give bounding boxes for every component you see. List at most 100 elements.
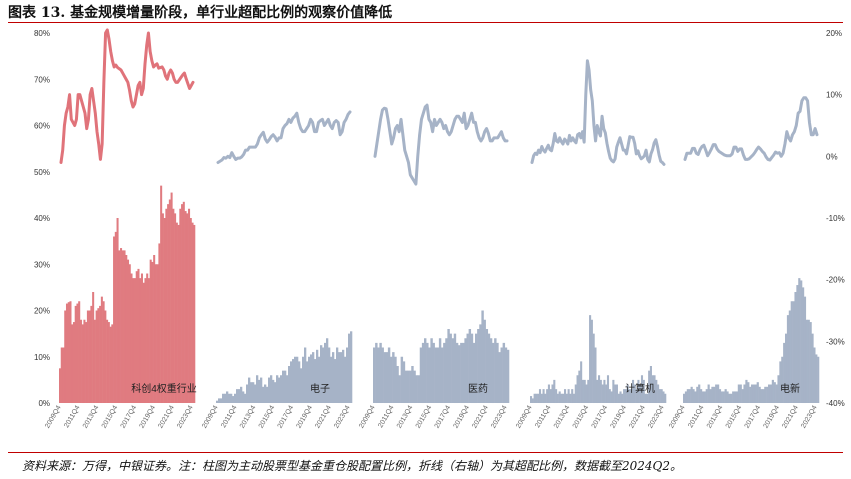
bar	[175, 222, 178, 404]
bar	[106, 319, 109, 403]
bar	[544, 393, 547, 403]
bar	[72, 322, 75, 403]
bar	[172, 208, 175, 403]
bar	[375, 342, 378, 404]
bar	[734, 391, 737, 403]
bar	[683, 393, 686, 403]
right-axis-tick-label: 10%	[826, 91, 842, 100]
x-tick-label: 2021Q4	[781, 404, 800, 429]
bar	[69, 301, 72, 403]
overweight-line	[216, 110, 352, 164]
overweight-line	[373, 103, 509, 186]
bar	[703, 391, 706, 403]
x-tick-label: 2011Q4	[63, 404, 81, 429]
bar	[379, 342, 382, 404]
bar	[624, 389, 627, 404]
bar	[785, 333, 788, 404]
bar	[97, 308, 100, 403]
bar	[114, 231, 117, 404]
title-rule	[8, 22, 843, 23]
bar	[288, 366, 291, 403]
bar	[494, 338, 497, 403]
bar	[282, 370, 285, 404]
bar	[330, 356, 333, 403]
bar	[140, 273, 143, 403]
bar	[707, 384, 710, 403]
bar	[807, 319, 810, 403]
right-axis-tick-label: -10%	[826, 214, 845, 223]
bar	[485, 329, 489, 403]
bar	[506, 349, 510, 403]
bar	[489, 338, 493, 403]
bar	[660, 389, 663, 404]
bar	[684, 391, 688, 403]
bar	[715, 384, 718, 403]
bar	[100, 296, 103, 404]
bar	[120, 248, 123, 403]
bar	[161, 213, 164, 403]
left-axis-tick-label: 60%	[34, 122, 50, 131]
panel-label: 电子	[310, 382, 330, 395]
bar	[815, 354, 818, 403]
bar	[547, 384, 550, 403]
bar	[562, 393, 565, 403]
left-axis-tick-label: 50%	[34, 168, 50, 177]
bar	[304, 347, 307, 403]
bar	[260, 377, 263, 403]
bar	[390, 356, 393, 403]
bar	[760, 389, 763, 404]
bar	[475, 333, 478, 404]
bar	[603, 379, 606, 404]
bar	[93, 319, 96, 403]
bar	[664, 393, 667, 403]
bar	[222, 393, 225, 403]
source-note: 资料来源：万得，中银证券。注：柱图为主动股票型基金重仓股配置比例，折线（右轴）为…	[22, 459, 683, 473]
bar	[751, 384, 754, 403]
source-rule	[8, 452, 843, 453]
bar	[644, 393, 647, 403]
right-axis-tick-label: 0%	[826, 152, 838, 161]
bar	[531, 398, 534, 404]
bar	[242, 391, 245, 403]
bar	[78, 301, 81, 403]
bar	[320, 345, 323, 403]
bar	[762, 389, 765, 404]
bar	[686, 389, 689, 404]
bar	[651, 375, 654, 403]
bar	[132, 278, 135, 404]
bar	[720, 391, 723, 403]
x-tick-label: 2017Q4	[744, 404, 763, 429]
left-axis-tick-label: 30%	[34, 260, 50, 269]
bar	[549, 389, 552, 404]
bar	[619, 391, 622, 403]
x-tick-label: 2011Q4	[220, 404, 238, 429]
bar	[400, 356, 404, 403]
bar	[184, 211, 187, 403]
bar	[107, 322, 110, 403]
bar	[752, 384, 756, 403]
bar	[538, 389, 542, 404]
bar	[583, 379, 586, 404]
bar	[350, 331, 353, 403]
bar	[407, 370, 410, 404]
bar	[758, 386, 761, 403]
bar	[460, 342, 463, 404]
bar	[85, 322, 88, 403]
bar	[86, 310, 89, 403]
bar	[274, 382, 277, 403]
bar	[280, 375, 283, 403]
bar	[637, 379, 640, 404]
bar	[284, 370, 287, 404]
bar	[741, 389, 744, 404]
bar	[377, 347, 380, 403]
bar	[739, 384, 742, 403]
bar	[805, 319, 808, 403]
bar	[139, 278, 142, 404]
bar	[256, 375, 259, 403]
x-tick-label: 2019Q4	[609, 404, 628, 429]
bar	[272, 379, 275, 404]
bar	[483, 319, 486, 403]
bar	[530, 396, 533, 403]
bar	[688, 389, 691, 404]
